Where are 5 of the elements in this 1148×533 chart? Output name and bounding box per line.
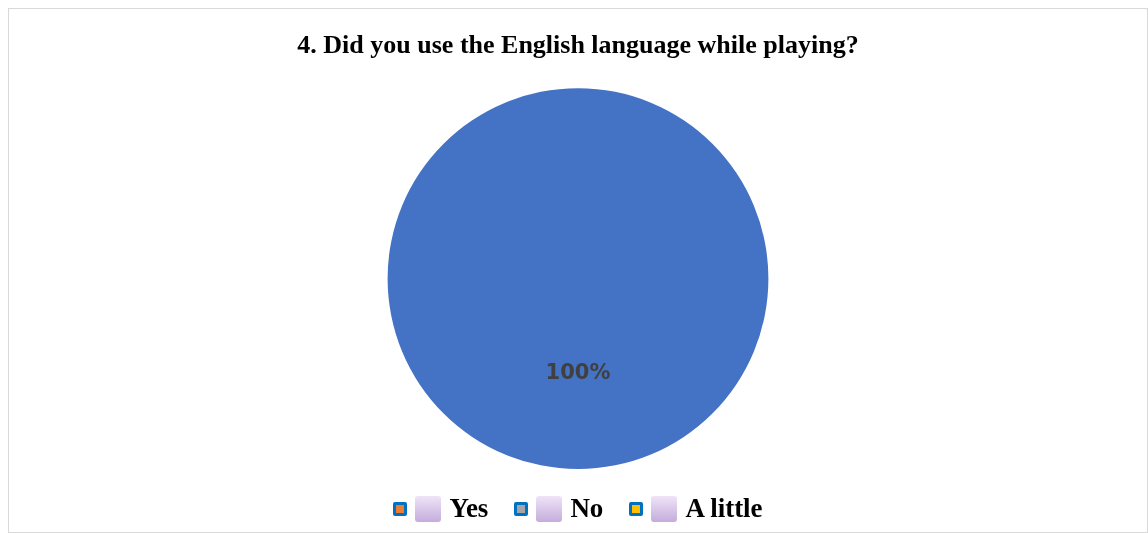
legend-label: A little [685,493,763,524]
legend-label: Yes [449,493,489,524]
legend-label: No [570,493,604,524]
data-label: 100% [545,360,611,385]
chart-title: 4. Did you use the English language while playing? [297,30,859,60]
